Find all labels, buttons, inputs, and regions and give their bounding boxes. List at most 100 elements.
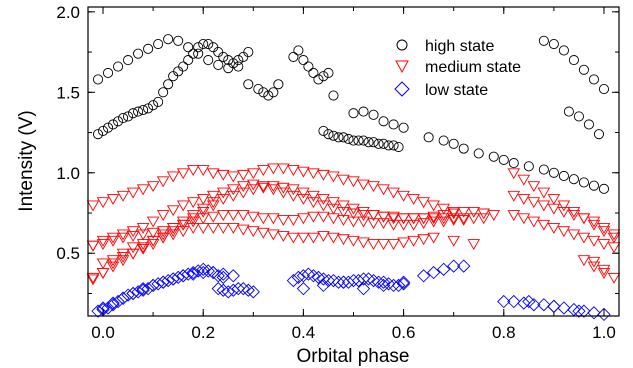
y-tick-label: 2.0: [56, 3, 80, 22]
data-point: [437, 262, 451, 276]
y-tick-label: 0.5: [56, 244, 80, 263]
data-point: [558, 45, 569, 56]
data-point: [437, 213, 450, 225]
data-point: [198, 38, 209, 50]
data-point: [136, 282, 150, 296]
data-point: [376, 278, 391, 293]
data-point: [128, 108, 139, 119]
data-point: [607, 242, 621, 254]
data-point: [113, 61, 124, 72]
legend-marker-high-state: [396, 39, 408, 51]
data-point: [358, 106, 369, 117]
legend-marker-low-state: [394, 81, 410, 97]
data-point: [296, 269, 311, 283]
data-point: [106, 261, 120, 273]
data-point: [317, 200, 330, 212]
data-point: [86, 240, 100, 252]
data-point: [166, 171, 180, 183]
data-point: [377, 218, 390, 230]
data-point: [257, 181, 270, 193]
data-point: [146, 278, 160, 293]
data-point: [311, 270, 326, 285]
data-point: [308, 67, 319, 79]
data-point: [203, 55, 214, 66]
data-point: [517, 296, 531, 310]
data-point: [237, 210, 250, 222]
data-point: [267, 163, 280, 175]
data-point: [527, 216, 541, 228]
data-point: [171, 270, 185, 285]
data-point: [277, 214, 290, 226]
data-point: [273, 79, 284, 90]
data-point: [173, 35, 184, 46]
data-point: [358, 135, 369, 146]
data-point: [427, 232, 440, 244]
x-tick-label: 0.6: [392, 323, 416, 342]
legend-label-medium-state: medium state: [425, 59, 521, 76]
data-point: [587, 306, 601, 320]
data-point: [307, 197, 320, 209]
data-point: [407, 194, 420, 205]
data-point: [373, 138, 384, 149]
data-point: [196, 213, 210, 225]
data-point: [336, 275, 351, 289]
data-point: [193, 42, 204, 53]
data-point: [507, 294, 521, 309]
data-point: [437, 216, 450, 228]
data-point: [417, 197, 430, 209]
data-point: [313, 74, 324, 85]
data-point: [226, 269, 240, 283]
data-point: [131, 285, 145, 299]
data-point: [216, 210, 230, 222]
data-point: [597, 307, 611, 322]
data-point: [427, 216, 440, 228]
data-point: [347, 203, 360, 215]
plot-marks: [86, 34, 621, 322]
data-point: [96, 258, 110, 270]
data-point: [307, 168, 320, 180]
data-point: [236, 282, 250, 296]
data-point: [186, 223, 200, 234]
data-point: [367, 218, 380, 230]
data-point: [447, 206, 460, 218]
data-point: [573, 111, 584, 122]
data-point: [577, 255, 591, 267]
data-point: [106, 232, 120, 244]
data-point: [211, 269, 225, 283]
data-point: [116, 252, 130, 263]
data-point: [267, 229, 280, 241]
data-point: [196, 262, 210, 276]
data-point: [303, 61, 314, 72]
data-point: [537, 219, 551, 231]
data-point: [477, 213, 491, 225]
data-point: [467, 239, 481, 250]
data-point: [307, 232, 320, 244]
data-point: [457, 214, 470, 226]
data-point: [153, 38, 164, 50]
data-point: [427, 265, 441, 280]
data-point: [587, 235, 601, 247]
data-point: [106, 296, 120, 310]
data-point: [507, 210, 521, 222]
data-point: [447, 214, 460, 226]
data-point: [216, 187, 230, 199]
data-point: [166, 205, 180, 217]
data-point: [226, 184, 240, 196]
data-point: [277, 163, 290, 175]
data-point: [263, 90, 274, 101]
data-point: [226, 190, 240, 202]
data-point: [577, 213, 591, 225]
data-point: [226, 210, 240, 222]
data-point: [588, 180, 600, 191]
data-point: [316, 278, 331, 293]
data-point: [146, 216, 160, 228]
data-point: [557, 226, 571, 238]
data-point: [257, 227, 270, 239]
data-point: [417, 234, 430, 246]
data-point: [211, 282, 225, 296]
data-point: [156, 229, 170, 241]
data-point: [297, 232, 310, 244]
data-point: [247, 184, 260, 196]
data-point: [457, 259, 471, 273]
